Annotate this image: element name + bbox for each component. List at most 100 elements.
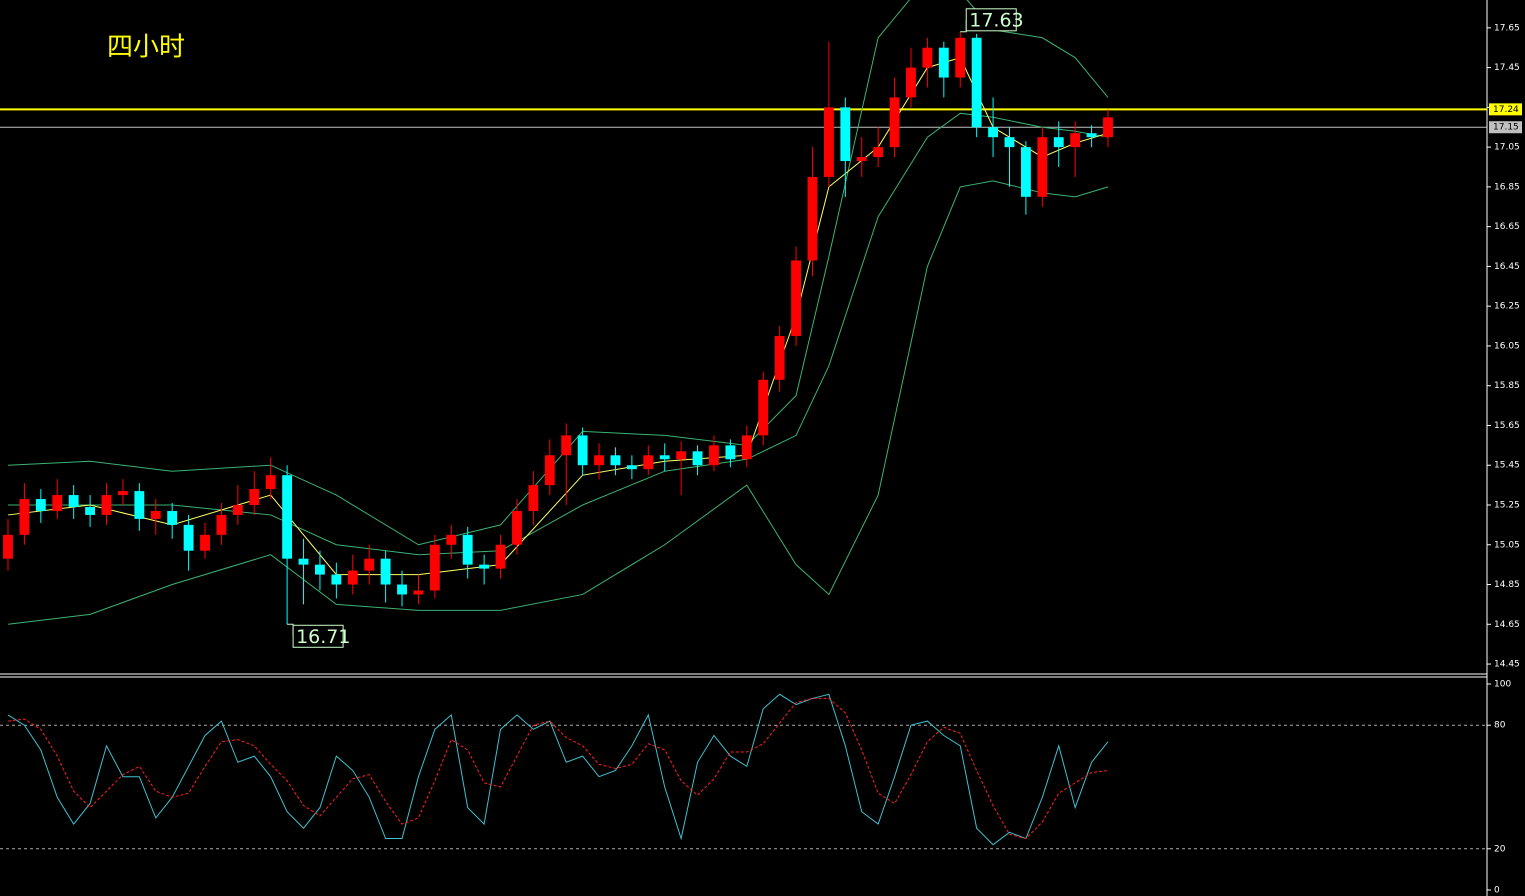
- y-tick-label: 100: [1494, 680, 1511, 690]
- y-tick-label: 15.85: [1494, 381, 1520, 391]
- price-label-box: [1489, 121, 1522, 134]
- candle-body: [52, 495, 63, 511]
- candle-body: [544, 455, 555, 486]
- y-tick-label: 16.85: [1494, 182, 1520, 192]
- candle-body: [479, 564, 490, 569]
- candle-body: [397, 584, 407, 595]
- candle-body: [528, 485, 539, 511]
- candle-body: [659, 455, 670, 460]
- candle-body: [331, 574, 342, 585]
- candle-body: [150, 510, 161, 519]
- candle-body: [807, 176, 818, 261]
- y-tick-label: 0: [1494, 886, 1500, 896]
- annotation: 16.71: [296, 626, 350, 648]
- candle-body: [282, 475, 293, 559]
- y-tick-label: 17.45: [1494, 63, 1520, 73]
- candle-body: [626, 465, 637, 470]
- candle-body: [232, 504, 243, 515]
- candle-body: [610, 455, 621, 466]
- candle-body: [889, 97, 900, 148]
- y-tick-label: 15.25: [1494, 500, 1520, 510]
- y-tick-label: 14.65: [1494, 620, 1520, 630]
- candle-body: [429, 544, 440, 591]
- y-tick-label: 16.65: [1494, 222, 1520, 232]
- y-tick-label: 14.45: [1494, 660, 1520, 670]
- y-tick-label: 20: [1494, 844, 1506, 854]
- price-panel: 17.63 16.71: [0, 0, 1487, 648]
- candle-body: [364, 558, 375, 571]
- candle-body: [971, 37, 982, 128]
- candle-body: [774, 336, 785, 380]
- candle-body: [988, 127, 998, 138]
- price-label: 17.15: [1493, 123, 1519, 133]
- candle-body: [167, 510, 178, 525]
- candle-body: [676, 451, 687, 460]
- y-tick-label: 15.05: [1494, 540, 1520, 550]
- chart-title: 四小时: [107, 33, 185, 63]
- candle-body: [216, 514, 227, 535]
- candle-body: [183, 524, 194, 551]
- candle-body: [1103, 117, 1113, 138]
- candle-body: [315, 564, 325, 575]
- candle-body: [495, 544, 506, 569]
- candle-body: [1053, 137, 1064, 148]
- y-tick-label: 16.05: [1494, 341, 1520, 351]
- candle-body: [561, 435, 572, 456]
- oscillator-line: [7, 693, 1109, 846]
- indicator-line: [7, 180, 1109, 625]
- candle-body: [35, 499, 46, 511]
- candle-body: [643, 455, 654, 470]
- candle-body: [249, 489, 260, 505]
- y-tick-label: 15.65: [1494, 421, 1520, 431]
- candle-body: [709, 445, 719, 466]
- y-tick-label: 14.85: [1494, 580, 1520, 590]
- candle-body: [955, 37, 966, 78]
- candle-body: [19, 499, 30, 535]
- candle-body: [922, 47, 933, 68]
- candle-body: [68, 495, 79, 507]
- candle-body: [1004, 137, 1015, 148]
- y-tick-label: 17.05: [1494, 143, 1520, 153]
- candle-body: [594, 455, 604, 466]
- candle-body: [938, 47, 949, 78]
- price-label-box: [1489, 103, 1522, 116]
- candle-body: [101, 495, 112, 515]
- y-tick-label: 15.45: [1494, 461, 1520, 471]
- oscillator-panel: [0, 693, 1487, 850]
- candle-body: [692, 451, 703, 466]
- candle-body: [265, 475, 276, 490]
- y-tick-label: 80: [1494, 721, 1506, 731]
- candle-body: [1020, 147, 1031, 197]
- y-tick-label: 16.45: [1494, 262, 1520, 272]
- candle-body: [200, 534, 210, 551]
- candle-body: [380, 558, 391, 585]
- candle-body: [758, 379, 769, 436]
- candle-body: [3, 534, 13, 559]
- candle-body: [134, 491, 145, 519]
- candle-body: [462, 534, 473, 565]
- candle-body: [1086, 133, 1097, 138]
- candle-body: [906, 67, 916, 98]
- annotation-box: [292, 624, 344, 648]
- price-label: 17.24: [1493, 105, 1519, 115]
- candle-body: [1037, 137, 1048, 197]
- annotation: 17.63: [969, 9, 1023, 31]
- candle-body: [446, 534, 457, 545]
- candle-body: [725, 445, 736, 460]
- candle-body: [741, 435, 752, 460]
- candle-body: [413, 590, 424, 595]
- candle-body: [577, 435, 588, 466]
- y-tick-label: 17.65: [1494, 23, 1520, 33]
- candle-body: [512, 510, 522, 545]
- candle-body: [85, 506, 96, 515]
- oscillator-line: [7, 697, 1109, 840]
- candle-body: [856, 157, 867, 162]
- candle-body: [873, 147, 884, 158]
- axis-labels: 14.45 14.65 14.85 15.05 15.25 15.45 15.65 15.85…: [1487, 23, 1522, 896]
- candle-body: [298, 558, 309, 565]
- annotation-box: [965, 8, 1017, 32]
- candle-body: [1070, 133, 1081, 148]
- candle-body: [823, 107, 834, 177]
